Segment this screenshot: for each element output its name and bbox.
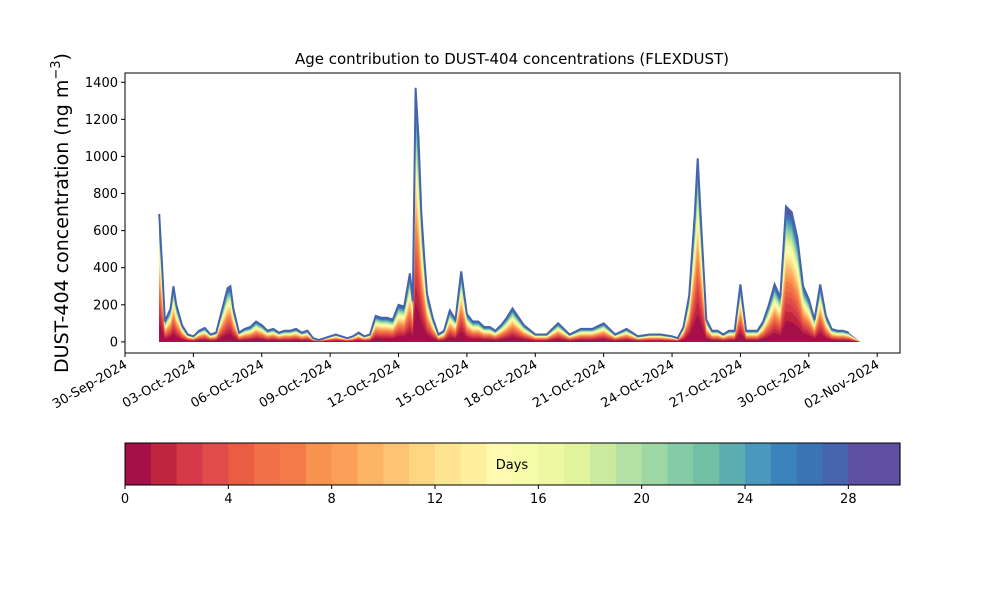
colorbar-segment xyxy=(460,443,488,485)
colorbar-segment xyxy=(254,443,281,485)
age-band-area xyxy=(159,122,861,342)
colorbar-tick-label: 0 xyxy=(121,492,129,507)
x-tick-label: 03-Oct-2024 xyxy=(120,357,198,411)
colorbar-segment xyxy=(435,443,462,485)
y-axis: 0 200 400 600 800 1000 1200 1400 xyxy=(85,76,125,350)
age-band-area xyxy=(159,133,861,342)
x-tick-label: 27-Oct-2024 xyxy=(667,357,745,411)
colorbar-segment xyxy=(745,443,772,485)
colorbar-segment xyxy=(564,443,591,485)
colorbar: 0 4 8 12 16 20 24 28 xyxy=(121,442,901,507)
chart-title: Age contribution to DUST-404 concentrati… xyxy=(295,50,729,68)
y-axis-label-close: ) xyxy=(51,53,73,60)
age-band-area xyxy=(159,97,861,342)
y-tick-label: 1000 xyxy=(85,150,118,165)
y-tick-label: 0 xyxy=(110,335,118,350)
colorbar-segment xyxy=(693,443,720,485)
age-band-area xyxy=(159,302,861,342)
colorbar-tick-label: 8 xyxy=(328,492,336,507)
colorbar-tick-label: 24 xyxy=(737,492,754,507)
age-band-area xyxy=(159,92,861,342)
y-tick-label: 200 xyxy=(93,298,118,313)
colorbar-segment xyxy=(874,443,901,485)
y-axis-label-exponent: −3 xyxy=(49,60,64,79)
y-tick-label: 400 xyxy=(93,261,118,276)
colorbar-segment xyxy=(331,443,359,485)
y-tick-label: 1400 xyxy=(85,76,118,91)
colorbar-tick-label: 4 xyxy=(224,492,232,507)
colorbar-segment xyxy=(176,443,204,485)
colorbar-segment xyxy=(357,443,384,485)
y-axis-label: DUST-404 concentration (ng m−3) xyxy=(49,53,73,373)
colorbar-segment xyxy=(641,443,669,485)
age-contribution-areas xyxy=(159,87,861,342)
total-concentration-line xyxy=(158,87,850,342)
x-tick-label: 21-Oct-2024 xyxy=(530,357,608,411)
colorbar-segment xyxy=(719,443,746,485)
colorbar-segment xyxy=(280,443,307,485)
colorbar-segment xyxy=(202,443,229,485)
colorbar-segment xyxy=(486,443,514,485)
colorbar-frame xyxy=(124,442,901,486)
colorbar-tick-label: 12 xyxy=(427,492,444,507)
colorbar-label: Days xyxy=(496,458,529,473)
colorbar-segment xyxy=(305,443,333,485)
colorbar-segment xyxy=(383,443,410,485)
age-band-area xyxy=(159,87,861,342)
colorbar-segment xyxy=(538,443,565,485)
x-tick-label: 06-Oct-2024 xyxy=(188,357,266,411)
y-axis-label-main: DUST-404 concentration (ng m xyxy=(51,80,73,373)
y-tick-label: 1200 xyxy=(85,113,118,128)
colorbar-segment xyxy=(150,443,178,485)
x-tick-label: 30-Oct-2024 xyxy=(735,357,813,411)
age-band-area xyxy=(159,127,861,342)
plot-area: 0 200 400 600 800 1000 1200 1400 30-Sep-202403-… xyxy=(50,72,901,412)
age-band-area xyxy=(159,107,861,342)
colorbar-segment xyxy=(590,443,617,485)
x-tick-label: 12-Oct-2024 xyxy=(325,357,403,411)
x-tick-label: 24-Oct-2024 xyxy=(599,357,677,411)
colorbar-segment xyxy=(822,443,849,485)
colorbar-segment xyxy=(512,443,539,485)
x-tick-label: 18-Oct-2024 xyxy=(462,357,540,411)
x-tick-label: 02-Nov-2024 xyxy=(802,357,882,412)
colorbar-tick-label: 28 xyxy=(840,492,857,507)
colorbar-segment xyxy=(848,443,875,485)
y-tick-label: 800 xyxy=(93,187,118,202)
x-axis: 30-Sep-202403-Oct-202406-Oct-202409-Oct-… xyxy=(50,353,882,412)
age-band-area xyxy=(159,112,861,342)
x-tick-label: 15-Oct-2024 xyxy=(394,357,472,411)
colorbar-segment xyxy=(796,443,824,485)
total-concentration-line-group xyxy=(158,87,850,342)
colorbar-segment xyxy=(228,443,255,485)
colorbar-segment xyxy=(409,443,436,485)
plot-frame xyxy=(124,72,901,354)
colorbar-tick-label: 20 xyxy=(633,492,650,507)
age-band-area xyxy=(159,102,861,342)
x-tick-label: 09-Oct-2024 xyxy=(257,357,335,411)
colorbar-segment xyxy=(125,443,152,485)
colorbar-segment xyxy=(615,443,643,485)
colorbar-segment xyxy=(770,443,798,485)
colorbar-segment xyxy=(667,443,694,485)
colorbar-tick-label: 16 xyxy=(530,492,547,507)
age-band-area xyxy=(159,117,861,342)
y-tick-label: 600 xyxy=(93,224,118,239)
